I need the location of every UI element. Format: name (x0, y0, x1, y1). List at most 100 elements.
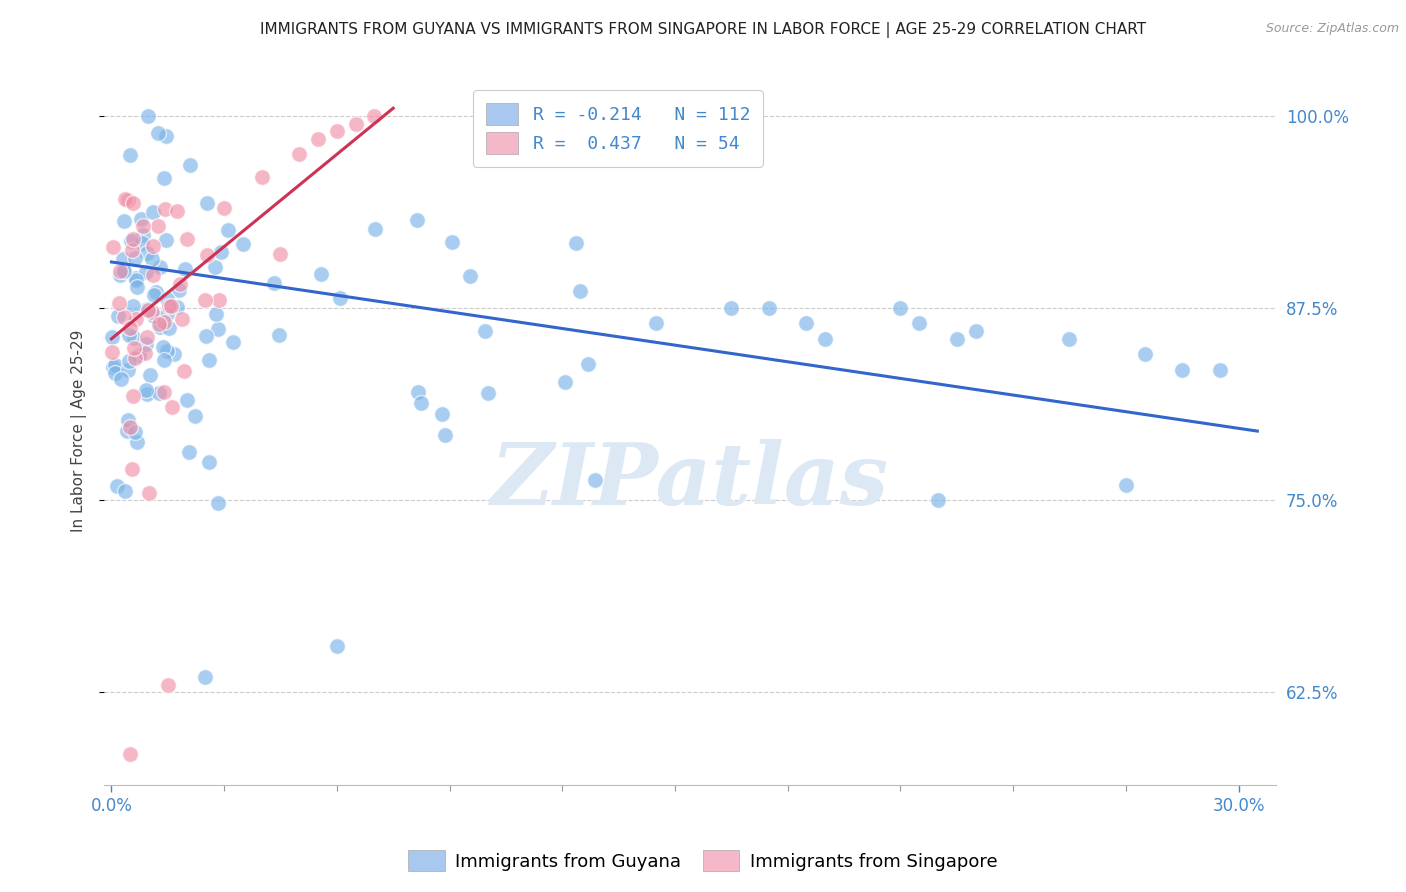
Point (120, 234, 142, 248)
Legend: Immigrants from Guyana, Immigrants from Singapore: Immigrants from Guyana, Immigrants from … (401, 843, 1005, 879)
Point (136, 330, 159, 344)
Point (326, 640, 349, 654)
Point (142, 288, 165, 302)
Point (155, 129, 177, 144)
Point (406, 385, 429, 400)
Point (204, 260, 226, 275)
Point (411, 396, 433, 410)
Point (112, 264, 135, 278)
Point (173, 364, 195, 378)
Point (121, 462, 143, 476)
Point (117, 363, 139, 377)
Point (148, 127, 170, 141)
Point (107, 309, 129, 323)
Point (1115, 478, 1137, 492)
Point (198, 455, 221, 469)
Point (142, 239, 165, 253)
Point (155, 202, 177, 216)
Point (364, 222, 387, 236)
Point (104, 358, 127, 372)
Point (1171, 362, 1194, 376)
Point (142, 268, 165, 282)
Point (124, 252, 146, 266)
Point (100, 330, 122, 344)
Point (125, 434, 148, 449)
Point (124, 425, 146, 440)
Point (122, 331, 145, 345)
Point (209, 244, 232, 259)
Point (222, 335, 245, 350)
Point (112, 214, 135, 228)
Point (568, 284, 591, 298)
Point (132, 219, 155, 233)
Point (124, 312, 146, 326)
Point (128, 348, 150, 362)
Point (124, 273, 146, 287)
Point (121, 389, 143, 403)
Point (267, 327, 290, 342)
Point (127, 280, 149, 294)
Point (430, 407, 453, 421)
Point (114, 484, 136, 499)
Point (142, 309, 165, 323)
Point (645, 317, 668, 331)
Point (326, 124, 349, 138)
Point (1059, 332, 1081, 346)
Point (141, 252, 163, 267)
Point (160, 300, 183, 314)
Point (160, 401, 183, 415)
Point (105, 479, 128, 493)
Point (122, 195, 145, 210)
Point (145, 285, 167, 300)
Point (169, 283, 191, 297)
Point (758, 301, 780, 315)
Point (173, 262, 195, 277)
Point (138, 485, 160, 500)
Point (100, 345, 122, 359)
Text: ZIPatlas: ZIPatlas (491, 439, 889, 523)
Point (458, 268, 481, 283)
Point (148, 317, 170, 331)
Point (152, 340, 174, 354)
Point (195, 329, 218, 343)
Point (945, 332, 967, 346)
Point (136, 302, 159, 317)
Point (134, 345, 156, 359)
Point (169, 277, 191, 291)
Point (153, 171, 176, 186)
Point (163, 347, 186, 361)
Point (166, 204, 188, 219)
Text: IMMIGRANTS FROM GUYANA VS IMMIGRANTS FROM SINGAPORE IN LABOR FORCE | AGE 25-29 C: IMMIGRANTS FROM GUYANA VS IMMIGRANTS FRO… (260, 22, 1146, 38)
Point (363, 109, 385, 123)
Point (433, 428, 456, 442)
Point (965, 324, 987, 338)
Point (441, 235, 464, 250)
Point (207, 496, 229, 510)
Point (141, 305, 163, 319)
Point (172, 311, 194, 326)
Point (195, 248, 218, 262)
Point (194, 670, 217, 684)
Point (156, 293, 179, 307)
Point (583, 473, 606, 487)
Point (118, 148, 141, 162)
Point (104, 366, 127, 380)
Point (194, 293, 217, 308)
Point (122, 299, 145, 313)
Point (198, 352, 221, 367)
Point (477, 385, 499, 400)
Legend: R = -0.214   N = 112, R =  0.437   N = 54: R = -0.214 N = 112, R = 0.437 N = 54 (474, 90, 763, 167)
Point (110, 268, 132, 282)
Point (124, 351, 146, 365)
Point (112, 310, 135, 325)
Point (135, 387, 157, 401)
Point (166, 300, 188, 314)
Point (117, 413, 139, 427)
Point (263, 276, 285, 290)
Point (157, 299, 180, 313)
Point (124, 271, 146, 285)
Point (120, 320, 142, 334)
Point (176, 232, 198, 246)
Point (155, 234, 177, 248)
Point (132, 227, 155, 242)
